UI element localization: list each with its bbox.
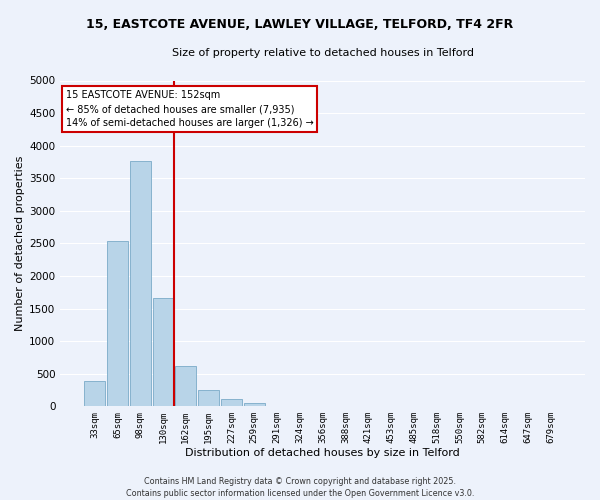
Bar [198, 390, 219, 406]
Text: 15, EASTCOTE AVENUE, LAWLEY VILLAGE, TELFORD, TF4 2FR: 15, EASTCOTE AVENUE, LAWLEY VILLAGE, TEL… [86, 18, 514, 30]
Bar [175, 366, 196, 406]
Text: 15 EASTCOTE AVENUE: 152sqm
← 85% of detached houses are smaller (7,935)
14% of s: 15 EASTCOTE AVENUE: 152sqm ← 85% of deta… [65, 90, 313, 128]
Y-axis label: Number of detached properties: Number of detached properties [15, 156, 25, 331]
X-axis label: Distribution of detached houses by size in Telford: Distribution of detached houses by size … [185, 448, 460, 458]
Title: Size of property relative to detached houses in Telford: Size of property relative to detached ho… [172, 48, 473, 58]
Bar [130, 162, 151, 406]
Bar [152, 298, 173, 406]
Text: Contains HM Land Registry data © Crown copyright and database right 2025.
Contai: Contains HM Land Registry data © Crown c… [126, 476, 474, 498]
Bar [84, 382, 105, 406]
Bar [244, 403, 265, 406]
Bar [221, 399, 242, 406]
Bar [107, 241, 128, 406]
